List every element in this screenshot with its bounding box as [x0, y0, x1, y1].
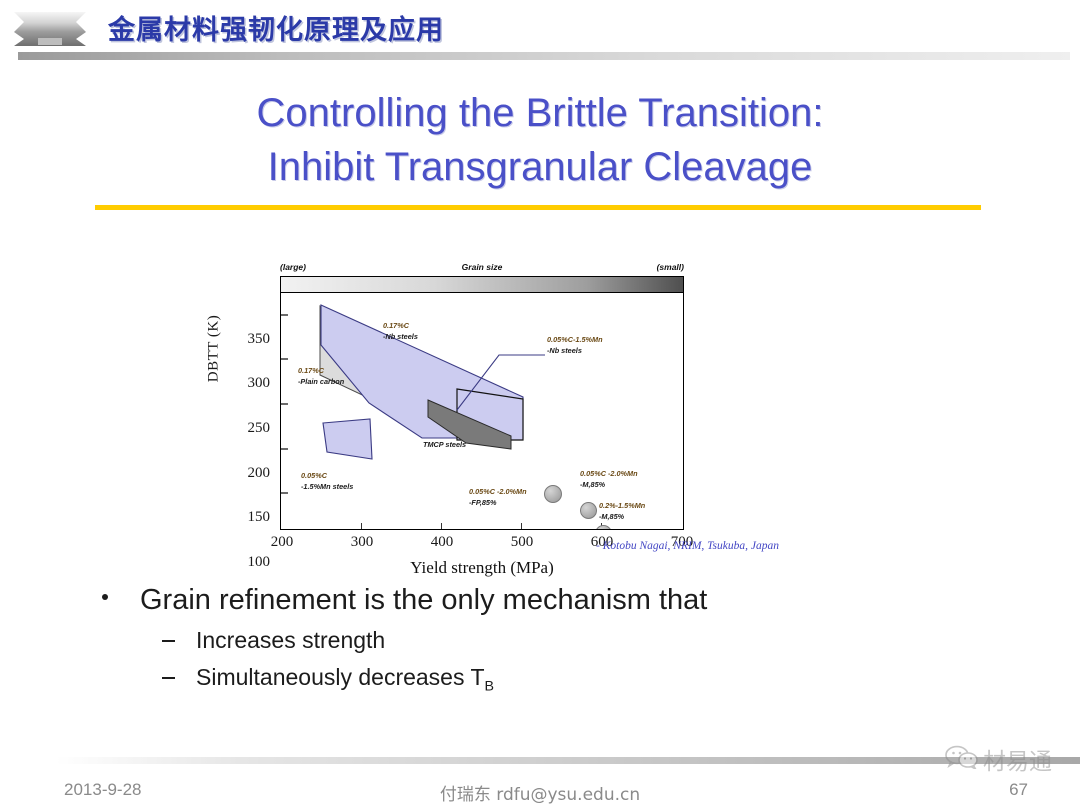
y-tick-label-250: 250	[247, 420, 271, 436]
x-tick-label-500: 500	[510, 534, 534, 550]
grain-size-left-note: (large)	[280, 262, 306, 272]
annotation-fp-85-line2: -FP,85%	[469, 497, 497, 507]
y-tick-label-150: 150	[247, 509, 271, 525]
annotation-fp-85-line1: 0.05%C -2.0%Mn	[469, 487, 527, 496]
plot-frame: 0.17%C -Nb steels 0.17%C -Plain carbon 0…	[280, 276, 684, 530]
annotation-005c-15mn-steels-line1: 0.05%C	[301, 471, 327, 480]
x-tick-label-700: 700	[670, 534, 694, 550]
footer-author: 付瑞东 rdfu@ysu.edu.cn	[439, 785, 641, 805]
bullet-dot-icon	[102, 594, 108, 600]
ribbon-banner-icon	[8, 8, 100, 50]
bullet-main-text: Grain refinement is the only mechanism t…	[140, 584, 708, 616]
x-tick-label-200: 200	[270, 534, 294, 550]
bullet-sub-2: Simultaneously decreases TB	[96, 664, 976, 695]
page-title-line2: Inhibit Transgranular Cleavage	[267, 145, 813, 190]
annotation-tmcp-steels-line1: TMCP steels	[423, 440, 467, 449]
dbtt-yield-strength-chart: (large) Grain size (small) DBTT (K) 100 …	[204, 262, 884, 577]
y-tick-mark-200	[281, 448, 288, 450]
footer-date: 2013-9-28	[64, 780, 142, 799]
y-tick-label-100: 100	[247, 554, 271, 570]
band-tmcp-steels	[427, 399, 512, 450]
bullet-sub-1-text: Increases strength	[196, 627, 386, 653]
grain-size-gradient-bar	[281, 277, 683, 293]
chart-credit: - Kotobu Nagai, NRIM, Tsukuba, Japan	[596, 540, 779, 552]
annotation-005c-15mn-nb-steels: 0.05%C-1.5%Mn -Nb steels	[547, 335, 603, 356]
annotation-005c-15mn-nb-steels-line2: -Nb steels	[547, 345, 582, 355]
watermark-text: 材易通	[983, 749, 1052, 775]
annotation-005c-15mn-steels: 0.05%C -1.5%Mn steels	[301, 471, 353, 492]
annotation-fp-85: 0.05%C -2.0%Mn -FP,85%	[469, 487, 527, 508]
title-divider	[95, 205, 981, 210]
header-divider	[18, 52, 1070, 60]
y-tick-mark-350	[281, 314, 288, 316]
dash-icon	[162, 677, 175, 679]
header-title: 金属材料强韧化原理及应用	[108, 15, 444, 46]
annotation-m-85-a-line2: -M,85%	[580, 479, 606, 489]
bullet-main: Grain refinement is the only mechanism t…	[96, 584, 976, 617]
y-tick-mark-150	[281, 492, 288, 494]
y-tick-label-200: 200	[247, 465, 271, 481]
annotation-017c-nb-steels-line1: 0.17%C	[383, 321, 409, 330]
annotation-m-85-b: 0.2%-1.5%Mn -M,85%	[599, 501, 645, 522]
band-005c-15mn-steels	[322, 418, 373, 460]
dash-icon	[162, 640, 175, 642]
band-group	[281, 293, 682, 529]
data-point-fp-85	[544, 485, 562, 503]
grain-size-right-note: (small)	[656, 262, 684, 272]
annotation-m-85-b-line1: 0.2%-1.5%Mn	[599, 501, 646, 510]
watermark: 材易通	[945, 742, 1052, 776]
page-title: Controlling the Brittle Transition: Inhi…	[90, 86, 990, 195]
x-tick-mark-400	[441, 523, 443, 529]
wechat-icon	[945, 745, 979, 774]
footer-divider	[56, 757, 1080, 764]
page-number: 67	[1009, 780, 1028, 799]
x-tick-mark-500	[521, 523, 523, 529]
x-tick-label-400: 400	[430, 534, 454, 550]
bullet-list: Grain refinement is the only mechanism t…	[96, 584, 976, 695]
x-axis-title: Yield strength (MPa)	[410, 558, 554, 577]
y-tick-mark-250	[281, 403, 288, 405]
y-tick-mark-300	[281, 358, 288, 360]
annotation-plain-carbon-line1: 0.17%C	[298, 366, 324, 375]
annotation-plain-carbon-line2: -Plain carbon	[298, 376, 345, 386]
data-point-m-85-a	[580, 502, 597, 519]
y-tick-label-350: 350	[247, 331, 271, 347]
annotation-plain-carbon: 0.17%C -Plain carbon	[298, 366, 344, 387]
annotation-m-85-a: 0.05%C -2.0%Mn -M,85%	[580, 469, 638, 490]
grain-size-axis: (large) Grain size (small)	[280, 262, 684, 276]
x-tick-label-300: 300	[350, 534, 374, 550]
y-tick-label-300: 300	[247, 375, 271, 391]
annotation-m-85-b-line2: -M,85%	[599, 511, 625, 521]
annotation-017c-nb-steels-line2: -Nb steels	[383, 331, 418, 341]
x-tick-label-600: 600	[590, 534, 614, 550]
x-tick-mark-300	[361, 523, 363, 529]
leader-line-nb-steels	[456, 354, 545, 411]
slide-header: 金属材料强韧化原理及应用	[0, 0, 1080, 62]
annotation-m-85-a-line1: 0.05%C -2.0%Mn	[580, 469, 638, 478]
grain-size-label: Grain size	[461, 262, 503, 272]
annotation-tmcp-steels: TMCP steels	[423, 440, 466, 451]
y-axis-title: DBTT (K)	[205, 314, 222, 383]
plot-area: 0.17%C -Nb steels 0.17%C -Plain carbon 0…	[281, 293, 683, 529]
page-title-line1: Controlling the Brittle Transition:	[256, 91, 824, 135]
bullet-sub-1: Increases strength	[96, 627, 976, 654]
annotation-005c-15mn-steels-line2: -1.5%Mn steels	[301, 481, 354, 491]
annotation-017c-nb-steels: 0.17%C -Nb steels	[383, 321, 418, 342]
annotation-005c-15mn-nb-steels-line1: 0.05%C-1.5%Mn	[547, 335, 603, 344]
bullet-sub-2-text: Simultaneously decreases T	[196, 664, 485, 690]
bullet-sub-2-subscript: B	[484, 678, 495, 695]
